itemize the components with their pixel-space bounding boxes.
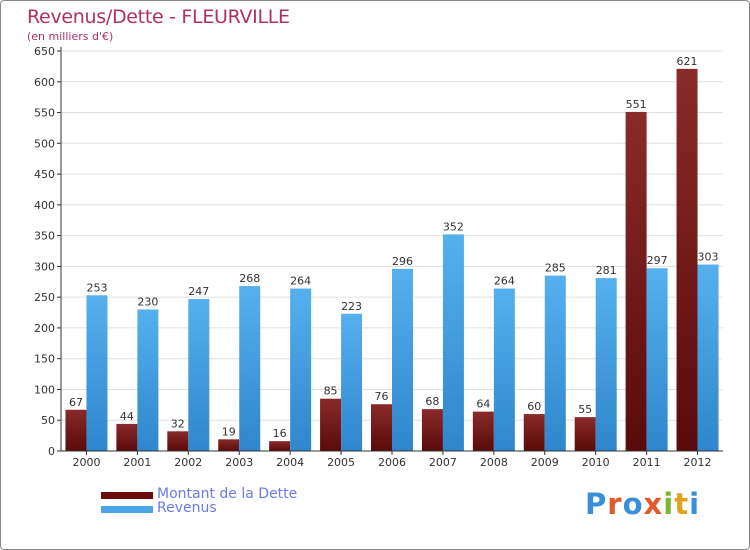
logo-letter: r <box>607 487 623 521</box>
x-tick-label: 2003 <box>225 456 253 469</box>
y-tick-label: 350 <box>34 230 55 243</box>
data-label-revenue: 264 <box>290 275 311 288</box>
bar-debt-2005 <box>320 398 342 451</box>
y-tick-label: 450 <box>34 168 55 181</box>
bar-debt-2006 <box>371 404 392 451</box>
bar-debt-2002 <box>167 431 189 451</box>
y-tick-label: 600 <box>34 76 55 89</box>
y-tick-label: 400 <box>34 199 55 212</box>
y-tick-label: 500 <box>34 137 55 150</box>
data-label-revenue: 253 <box>86 281 107 294</box>
logo-letter: i <box>663 487 675 521</box>
chart-subtitle: (en milliers d'€) <box>27 30 114 43</box>
y-tick-label: 100 <box>34 383 55 396</box>
data-label-revenue: 230 <box>137 295 158 308</box>
bar-debt-2011 <box>625 111 647 451</box>
legend-label-debt: Montant de la Dette <box>157 486 298 502</box>
x-tick-label: 2012 <box>684 456 712 469</box>
x-tick-label: 2008 <box>480 456 508 469</box>
bar-revenue-2000 <box>86 295 108 451</box>
y-tick-label: 0 <box>48 445 55 458</box>
x-tick-label: 2009 <box>531 456 559 469</box>
bar-debt-2008 <box>472 411 494 451</box>
data-label-debt: 551 <box>626 98 647 111</box>
data-label-revenue: 352 <box>443 220 464 233</box>
x-tick-label: 2001 <box>123 456 151 469</box>
x-tick-label: 2010 <box>582 456 610 469</box>
data-label-debt: 85 <box>324 385 338 398</box>
proxiti-logo: Proxiti <box>585 487 700 521</box>
data-label-debt: 44 <box>120 410 134 423</box>
data-label-revenue: 247 <box>188 285 209 298</box>
y-tick-label: 250 <box>34 291 55 304</box>
bar-debt-2012 <box>676 68 698 451</box>
bar-revenue-2005 <box>341 313 363 451</box>
x-tick-label: 2005 <box>327 456 355 469</box>
bar-revenue-2009 <box>544 275 566 451</box>
data-label-debt: 19 <box>222 425 236 438</box>
data-label-revenue: 264 <box>494 275 515 288</box>
x-tick-label: 2011 <box>633 456 661 469</box>
data-label-revenue: 281 <box>596 264 617 277</box>
y-tick-label: 200 <box>34 322 55 335</box>
logo-letter: P <box>585 487 608 521</box>
logo-letter: t <box>674 487 690 521</box>
logo-letter: i <box>689 487 701 521</box>
data-label-debt: 76 <box>375 390 389 403</box>
data-label-revenue: 303 <box>698 251 719 264</box>
bar-debt-2000 <box>65 409 87 451</box>
data-label-debt: 67 <box>69 396 83 409</box>
bar-revenue-2002 <box>188 299 210 451</box>
bar-revenue-2003 <box>239 286 261 451</box>
y-tick-label: 300 <box>34 260 55 273</box>
bar-revenue-2007 <box>442 234 464 451</box>
data-label-debt: 55 <box>578 403 592 416</box>
logo-letter: x <box>643 487 664 521</box>
data-label-revenue: 296 <box>392 255 413 268</box>
bar-revenue-2010 <box>595 278 617 451</box>
bar-revenue-2012 <box>697 264 719 451</box>
data-label-revenue: 297 <box>647 254 668 267</box>
bar-revenue-2006 <box>392 268 413 451</box>
data-label-debt: 16 <box>273 427 287 440</box>
legend-label-revenue: Revenus <box>157 500 217 516</box>
bar-revenue-2001 <box>137 309 159 451</box>
y-tick-label: 150 <box>34 353 55 366</box>
legend-swatch-debt <box>101 492 153 499</box>
chart-title: Revenus/Dette - FLEURVILLE <box>27 6 290 28</box>
x-tick-label: 2000 <box>72 456 100 469</box>
bar-debt-2007 <box>421 409 443 451</box>
x-tick-label: 2007 <box>429 456 457 469</box>
data-label-debt: 64 <box>476 398 490 411</box>
bar-revenue-2008 <box>493 288 515 451</box>
bar-revenue-2011 <box>646 268 668 451</box>
x-tick-label: 2006 <box>378 456 406 469</box>
logo-letter: o <box>622 487 644 521</box>
data-label-debt: 621 <box>677 55 698 68</box>
bar-debt-2004 <box>269 441 291 451</box>
data-label-revenue: 285 <box>545 262 566 275</box>
legend-swatch-revenue <box>101 506 153 513</box>
data-label-revenue: 223 <box>341 300 362 313</box>
y-tick-label: 650 <box>34 45 55 58</box>
x-tick-label: 2004 <box>276 456 304 469</box>
bar-debt-2003 <box>218 439 240 451</box>
bar-debt-2009 <box>523 414 545 451</box>
y-tick-label: 550 <box>34 107 55 120</box>
x-tick-label: 2002 <box>174 456 202 469</box>
y-tick-label: 50 <box>41 414 55 427</box>
data-label-debt: 32 <box>171 417 185 430</box>
data-label-debt: 60 <box>527 400 541 413</box>
bar-debt-2010 <box>574 417 596 451</box>
data-label-debt: 68 <box>425 395 439 408</box>
bar-debt-2001 <box>116 423 138 451</box>
bar-revenue-2004 <box>290 288 312 451</box>
data-label-revenue: 268 <box>239 272 260 285</box>
